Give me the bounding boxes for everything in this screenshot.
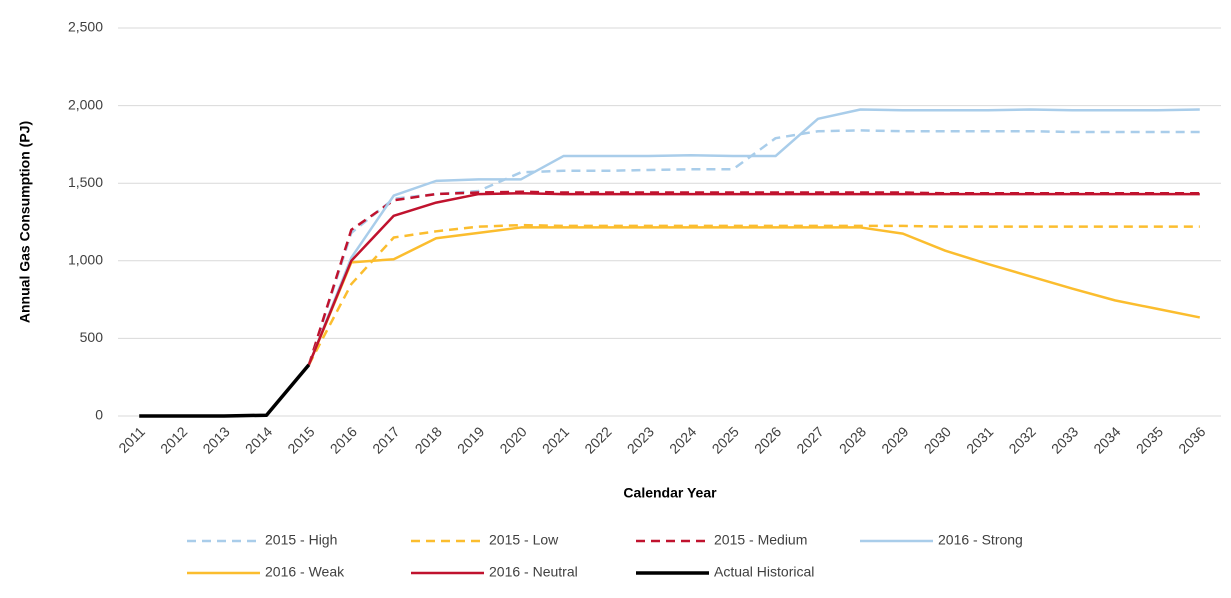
y-tick-label: 500	[80, 329, 104, 345]
y-tick-label: 2,500	[68, 19, 103, 35]
y-tick-label: 0	[95, 407, 103, 423]
x-tick-label: 2019	[454, 423, 487, 456]
x-tick-label: 2027	[793, 423, 826, 456]
x-tick-label: 2028	[836, 423, 869, 456]
x-tick-label: 2031	[963, 423, 996, 456]
x-tick-label: 2017	[369, 423, 402, 456]
x-tick-label: 2026	[751, 423, 784, 456]
x-tick-label: 2021	[539, 423, 572, 456]
y-tick-label: 2,000	[68, 96, 103, 112]
x-tick-label: 2033	[1048, 423, 1081, 456]
line-series	[307, 226, 1201, 366]
x-tick-label: 2018	[412, 423, 445, 456]
line-series	[139, 363, 311, 418]
legend-label: 2016 - Weak	[265, 564, 345, 580]
line-series	[307, 192, 1200, 366]
x-tick-label: 2016	[327, 423, 360, 456]
line-series	[307, 108, 1200, 366]
legend-label: 2016 - Strong	[938, 532, 1023, 548]
legend-label: 2016 - Neutral	[489, 564, 578, 580]
x-tick-label: 2022	[581, 423, 614, 456]
legend-label: 2015 - Low	[489, 532, 559, 548]
line-series	[307, 223, 1200, 366]
y-tick-label: 1,500	[68, 174, 103, 190]
x-tick-label: 2029	[878, 423, 911, 456]
x-tick-label: 2011	[115, 423, 148, 456]
x-tick-label: 2015	[284, 423, 317, 456]
x-tick-label: 2035	[1133, 423, 1166, 456]
x-tick-label: 2025	[709, 423, 742, 456]
legend-label: 2015 - Medium	[714, 532, 807, 548]
y-tick-label: 1,000	[68, 252, 103, 268]
line-series	[307, 190, 1200, 366]
line-series	[307, 129, 1200, 366]
x-tick-label: 2013	[199, 423, 232, 456]
x-tick-label: 2036	[1175, 423, 1208, 456]
legend-label: Actual Historical	[714, 564, 814, 580]
y-axis-label: Annual Gas Consumption (PJ)	[17, 121, 33, 323]
x-tick-label: 2034	[1090, 423, 1123, 456]
legend-label: 2015 - High	[265, 532, 337, 548]
x-tick-label: 2014	[242, 423, 275, 456]
x-tick-label: 2023	[624, 423, 657, 456]
x-tick-label: 2012	[157, 423, 190, 456]
x-tick-label: 2024	[666, 423, 699, 456]
x-axis-label: Calendar Year	[623, 485, 717, 501]
x-tick-label: 2030	[921, 423, 954, 456]
x-tick-label: 2032	[1005, 423, 1038, 456]
x-tick-label: 2020	[496, 423, 529, 456]
